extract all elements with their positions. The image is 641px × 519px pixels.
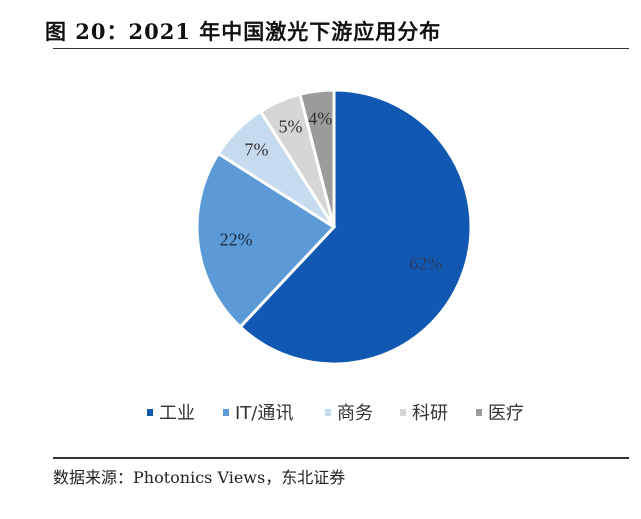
data-label-3: 5% (278, 116, 302, 136)
legend-item-it-telecom: IT/通讯 (223, 399, 293, 425)
legend-swatch (147, 408, 153, 416)
legend-swatch (476, 408, 482, 416)
source-note: 数据来源：Photonics Views，东北证券 (53, 468, 346, 487)
legend-item-industry: 工业 (147, 399, 195, 425)
legend-item-research: 科研 (400, 399, 448, 425)
legend-label: 工业 (159, 403, 195, 424)
pie-slice-1 (195, 151, 337, 329)
legend-swatch (325, 408, 331, 416)
legend-label: 商务 (337, 403, 373, 424)
legend-label: IT/通讯 (235, 403, 294, 424)
title-divider (53, 48, 629, 49)
legend-item-medical: 医疗 (476, 399, 524, 425)
pie-slice-4 (298, 88, 336, 228)
legend-item-commerce: 商务 (325, 399, 373, 425)
legend-label: 科研 (412, 403, 448, 424)
data-label-1: 22% (220, 229, 253, 249)
legend: 工业 IT/通讯 商务 科研 医疗 (0, 399, 641, 425)
chart-title: 图 20：2021 年中国激光下游应用分布 (45, 19, 442, 44)
pie-slice-0 (238, 88, 473, 366)
pie-chart: 62% 22% 7% 5% 4% (195, 88, 473, 366)
source-divider (53, 457, 629, 459)
legend-swatch (400, 408, 406, 416)
legend-label: 医疗 (488, 403, 524, 424)
data-label-0: 62% (409, 253, 442, 273)
legend-swatch (223, 408, 229, 416)
data-label-2: 7% (245, 140, 269, 160)
data-label-4: 4% (308, 108, 332, 128)
